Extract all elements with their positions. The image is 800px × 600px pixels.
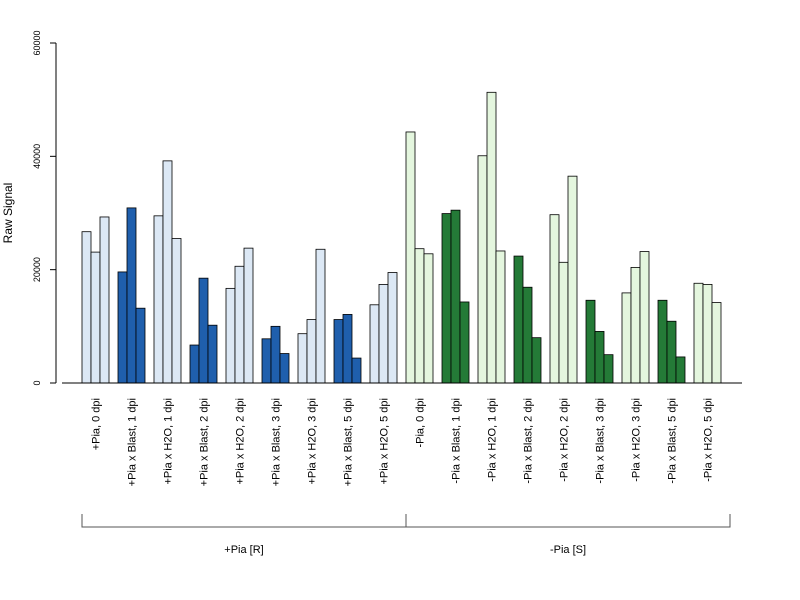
bar (162, 160, 173, 384)
bar (639, 251, 650, 384)
x-tick-label: +Pia x H2O, 3 dpi (307, 398, 319, 485)
bar (207, 324, 218, 384)
bars (81, 91, 722, 384)
x-tick-label: -Pia x Blast, 1 dpi (451, 398, 463, 484)
bar (306, 319, 317, 384)
bar (405, 131, 416, 384)
x-tick-label: -Pia x Blast, 2 dpi (523, 398, 535, 484)
bar (117, 271, 128, 384)
x-tick-label: +Pia x Blast, 1 dpi (127, 398, 139, 486)
bar (414, 248, 425, 384)
bar (423, 253, 434, 384)
bar (495, 250, 506, 384)
x-tick-label: +Pia, 0 dpi (91, 398, 103, 450)
bar (342, 314, 353, 384)
bar (486, 91, 497, 384)
x-tick-label: +Pia x Blast, 5 dpi (343, 398, 355, 486)
x-axis-labels: +Pia, 0 dpi +Pia x Blast, 1 dpi +Pia x H2O… (91, 398, 715, 486)
bar (585, 299, 596, 384)
x-tick-label: -Pia x H2O, 3 dpi (631, 398, 643, 482)
y-tick-label: 20000 (32, 257, 42, 282)
x-tick-label: -Pia x H2O, 5 dpi (703, 398, 715, 482)
x-tick-label: -Pia x H2O, 2 dpi (559, 398, 571, 482)
bar (549, 214, 560, 384)
bar (351, 357, 362, 384)
bar (558, 261, 569, 384)
bar (702, 283, 713, 384)
group-brackets: +Pia [R] -Pia [S] (81, 514, 731, 556)
bar (297, 333, 308, 384)
bar (378, 283, 389, 384)
group-bracket-label: +Pia [R] (224, 544, 263, 556)
bar (90, 251, 101, 384)
bar (675, 356, 686, 384)
bar (189, 344, 200, 384)
bar (693, 282, 704, 384)
bar (135, 307, 146, 384)
bar (126, 207, 137, 384)
bar (171, 238, 182, 384)
y-axis-label: Raw Signal (1, 183, 15, 244)
group-bracket (405, 514, 731, 528)
bar (441, 213, 452, 384)
bar (603, 354, 614, 384)
bar (567, 175, 578, 384)
x-tick-label: +Pia x H2O, 5 dpi (379, 398, 391, 485)
bar (333, 319, 344, 384)
bar (198, 277, 209, 384)
bar (225, 287, 236, 384)
bar (81, 231, 92, 384)
x-tick-label: +Pia x Blast, 2 dpi (199, 398, 211, 486)
bar (459, 301, 470, 384)
bar (153, 215, 164, 384)
bar (594, 331, 605, 384)
bar (387, 272, 398, 384)
bar (657, 299, 668, 384)
y-axis: 0 20000 40000 60000 (32, 30, 57, 386)
group-bracket (81, 514, 407, 528)
y-tick-label: 60000 (32, 30, 42, 55)
bar (234, 265, 245, 384)
bar (522, 286, 533, 384)
bar (621, 292, 632, 384)
bar (513, 255, 524, 384)
x-tick-label: -Pia x Blast, 5 dpi (667, 398, 679, 484)
bar (369, 304, 380, 384)
bar (450, 209, 461, 384)
x-tick-label: -Pia, 0 dpi (415, 398, 427, 448)
bar (261, 338, 272, 384)
y-tick-label: 40000 (32, 144, 42, 169)
x-tick-label: +Pia x H2O, 2 dpi (235, 398, 247, 485)
x-tick-label: -Pia x H2O, 1 dpi (487, 398, 499, 482)
x-tick-label: +Pia x H2O, 1 dpi (163, 398, 175, 485)
x-tick-label: +Pia x Blast, 3 dpi (271, 398, 283, 486)
bar (315, 248, 326, 384)
bar (243, 247, 254, 384)
group-bracket-label: -Pia [S] (550, 544, 586, 556)
bar (711, 302, 722, 384)
bar (279, 353, 290, 384)
bar (630, 266, 641, 384)
y-tick-label: 0 (32, 380, 42, 385)
bar (666, 320, 677, 384)
bar (270, 325, 281, 384)
bar (99, 216, 110, 384)
bar (477, 155, 488, 384)
x-tick-label: -Pia x Blast, 3 dpi (595, 398, 607, 484)
bar (531, 337, 542, 384)
